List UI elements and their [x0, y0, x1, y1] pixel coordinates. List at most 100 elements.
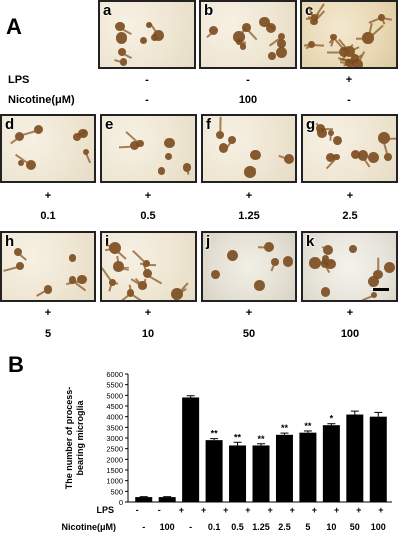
lps-mark: +: [179, 505, 184, 515]
stained-cell: [211, 269, 221, 279]
significance-marker: **: [281, 423, 289, 433]
stained-cell: [17, 159, 25, 166]
stained-cell: [368, 276, 380, 288]
panel-b-label: B: [8, 352, 24, 377]
condition-nicotine: 100: [238, 94, 258, 106]
stained-cell: [357, 150, 369, 162]
y-axis-label-line: The number of process-: [64, 387, 74, 490]
bar: [135, 497, 153, 502]
condition-nicotine: 50: [242, 328, 256, 340]
cell-process: [118, 145, 135, 148]
stained-cell: [115, 31, 128, 44]
y-axis-label-line: bearing microglia: [75, 400, 85, 476]
stained-cell: [14, 248, 23, 257]
stained-cell: [118, 47, 127, 56]
cell-process: [147, 273, 163, 284]
stained-cell: [349, 244, 358, 253]
nicotine-row-label: Nicotine(μM): [8, 94, 75, 106]
micrograph-d: d: [0, 114, 96, 183]
stained-cell: [378, 14, 385, 21]
y-tick-label: 6000: [106, 370, 123, 379]
condition-lps: +: [144, 307, 152, 319]
micrograph-h: h: [0, 231, 96, 302]
stained-cell: [43, 285, 53, 294]
stained-cell: [333, 154, 340, 161]
cell-process: [377, 257, 379, 276]
cell-process: [238, 41, 247, 44]
significance-marker: **: [234, 432, 242, 442]
stained-cell: [271, 258, 279, 267]
x-tick-label: 2.5: [278, 522, 291, 532]
stained-cell: [384, 261, 396, 273]
stained-cell: [351, 149, 361, 159]
micrograph-label: f: [206, 116, 211, 133]
stained-cell: [228, 135, 237, 144]
stained-cell: [368, 151, 380, 163]
micrograph-label: k: [306, 233, 315, 250]
cell-process: [327, 51, 345, 54]
y-tick-label: 3000: [106, 434, 123, 443]
micrograph-label: b: [204, 2, 214, 19]
micrograph-c: c: [300, 0, 398, 69]
x-tick-label: -: [142, 522, 145, 532]
y-tick-label: 5500: [106, 381, 123, 390]
bar: [252, 445, 270, 502]
stained-cell: [328, 129, 335, 137]
condition-lps: +: [44, 190, 52, 202]
cell-process: [383, 137, 396, 140]
condition-nicotine: 5: [44, 328, 52, 340]
micrograph-label: e: [105, 116, 114, 133]
lps-mark: +: [334, 505, 339, 515]
bar: [275, 434, 293, 502]
stained-cell: [145, 21, 153, 28]
stained-cell: [265, 23, 277, 34]
cell-process: [258, 246, 269, 249]
stained-cell: [283, 256, 294, 267]
micrograph-e: e: [100, 114, 197, 183]
y-tick-label: 5000: [106, 391, 123, 400]
stained-cell: [250, 149, 261, 161]
x-tick-label: 1.25: [252, 522, 270, 532]
y-tick-label: 1500: [106, 466, 123, 475]
stained-cell: [163, 137, 175, 149]
y-tick-label: 4000: [106, 413, 123, 422]
condition-lps: +: [345, 74, 353, 86]
lps-mark: +: [290, 505, 295, 515]
chart-bars: [135, 395, 387, 502]
micrograph-b: b: [199, 0, 297, 69]
lps-mark: +: [201, 505, 206, 515]
x-tick-label: 100: [160, 522, 175, 532]
lps-mark: +: [267, 505, 272, 515]
stained-cell: [239, 43, 247, 50]
condition-lps: +: [346, 307, 354, 319]
condition-nicotine: 0.5: [140, 210, 156, 222]
micrograph-label: a: [103, 2, 112, 19]
condition-lps: +: [44, 307, 52, 319]
condition-lps: +: [346, 190, 354, 202]
stained-cell: [119, 58, 128, 66]
cell-process: [245, 27, 259, 41]
stained-cell: [330, 33, 337, 41]
x-tick-label: -: [189, 522, 192, 532]
condition-nicotine: 2.5: [342, 210, 358, 222]
stained-cell: [157, 167, 165, 175]
x-tick-label: 0.5: [231, 522, 244, 532]
condition-nicotine: 0.1: [40, 210, 56, 222]
stained-cell: [139, 36, 147, 45]
lps-mark: +: [312, 505, 317, 515]
cell-process: [118, 293, 132, 300]
stained-cell: [254, 280, 265, 291]
micrograph-j: j: [201, 231, 297, 302]
stained-cell: [130, 140, 140, 151]
y-tick-label: 1000: [106, 477, 123, 486]
stained-cell: [259, 16, 270, 28]
cell-process: [130, 293, 147, 300]
bar: [182, 397, 200, 502]
cell-process: [306, 17, 315, 20]
x-tick-label: 50: [350, 522, 360, 532]
micrograph-i: i: [100, 231, 197, 302]
condition-lps: +: [245, 190, 253, 202]
